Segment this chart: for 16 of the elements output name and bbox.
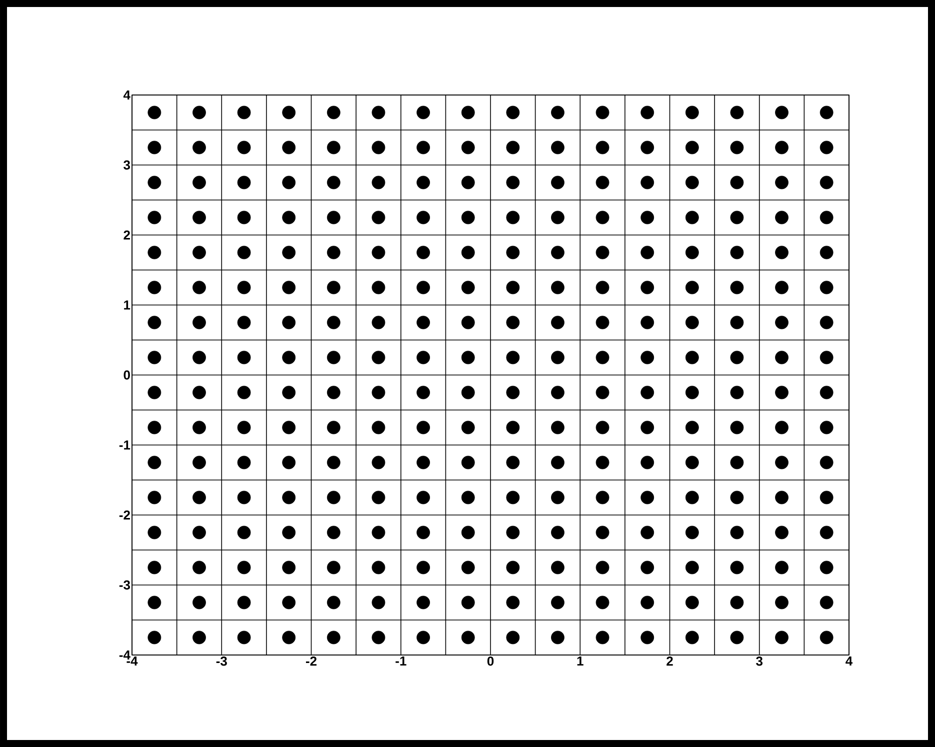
y-tick-label: -3 bbox=[119, 580, 130, 590]
x-tick-label: -3 bbox=[216, 656, 227, 666]
y-tick-label: 2 bbox=[124, 230, 130, 240]
x-tick-label: 0 bbox=[487, 656, 494, 666]
x-tick-label: 4 bbox=[846, 656, 853, 666]
x-tick-label: 3 bbox=[756, 656, 763, 666]
x-tick-label: -2 bbox=[306, 656, 317, 666]
x-tick-label: -1 bbox=[396, 656, 406, 666]
x-tick-label: 2 bbox=[666, 656, 673, 666]
y-tick-label: -2 bbox=[119, 510, 130, 520]
y-tick-label: 1 bbox=[124, 300, 130, 310]
y-tick-label: 0 bbox=[124, 370, 130, 380]
x-tick-label: 1 bbox=[577, 656, 584, 666]
y-tick-label: -1 bbox=[119, 440, 130, 450]
y-tick-label: 3 bbox=[124, 160, 130, 170]
y-tick-label: 4 bbox=[123, 90, 130, 100]
